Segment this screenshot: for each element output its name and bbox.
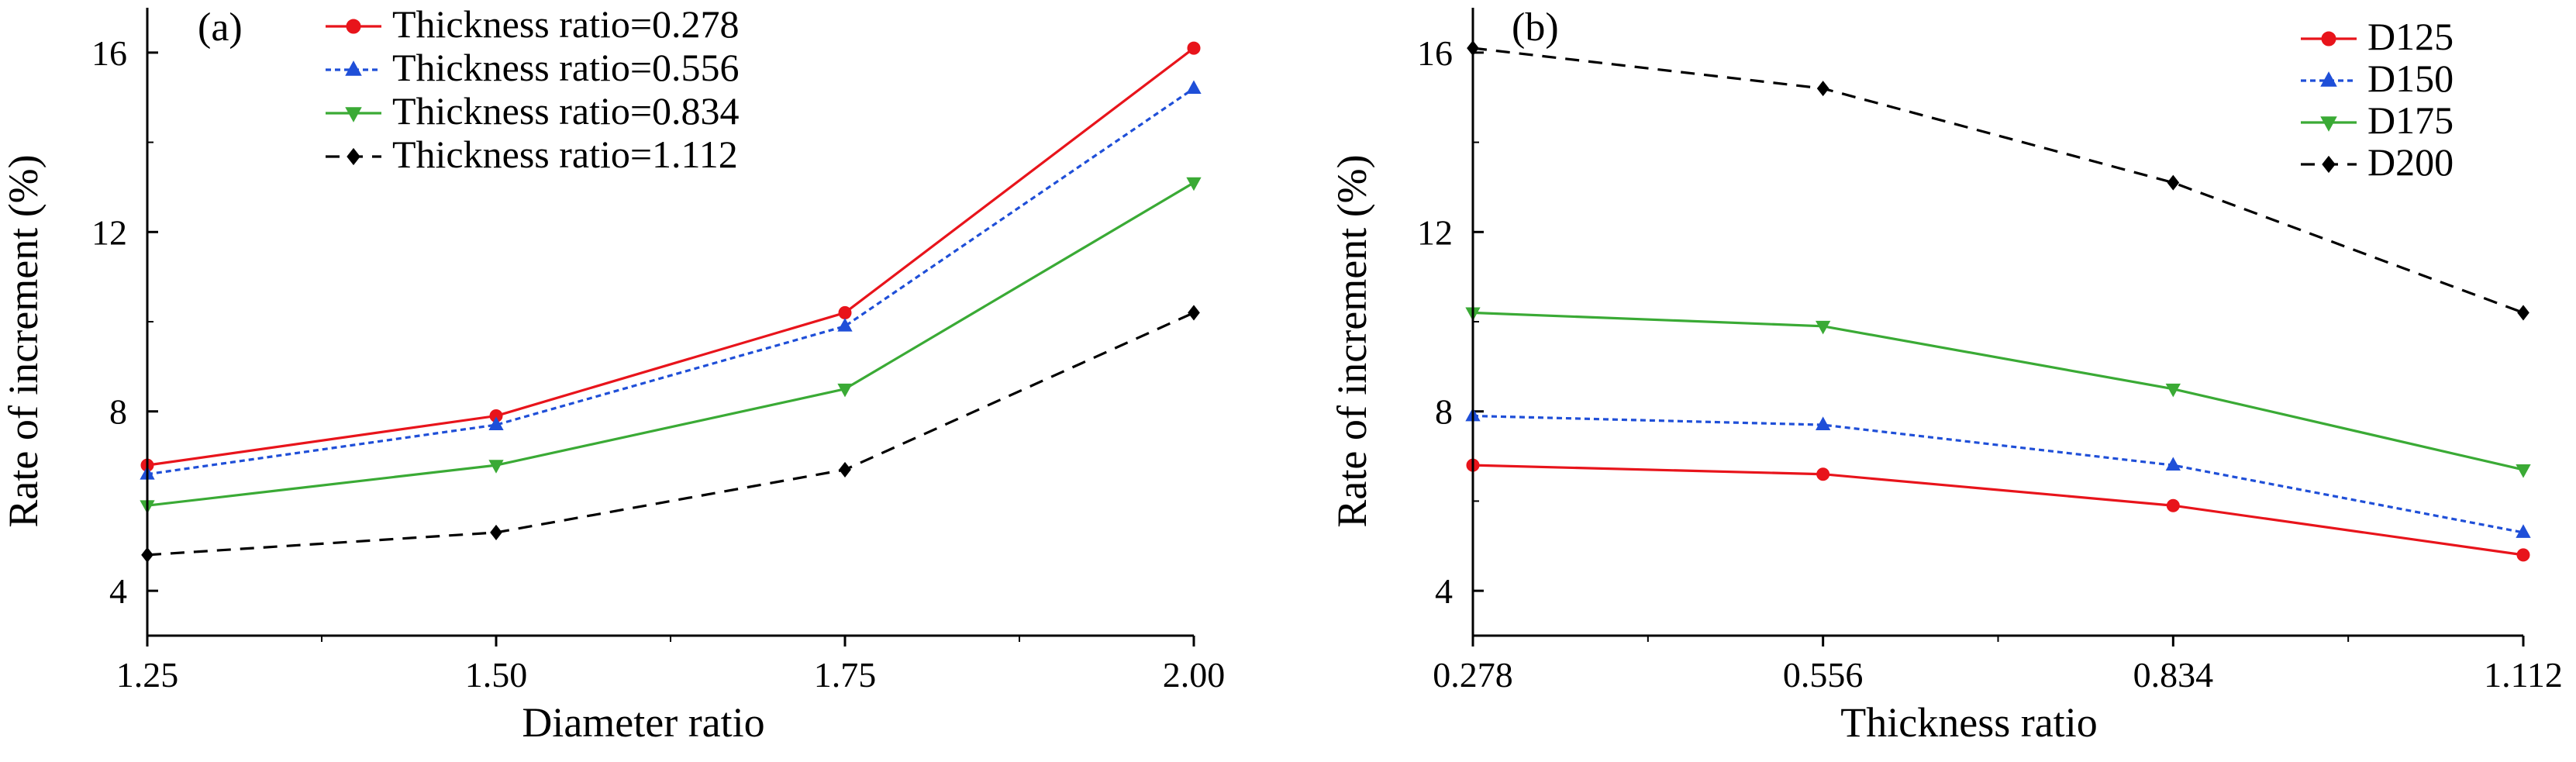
panel-b-legend-marker — [2321, 31, 2336, 47]
panel-b-x-tick-label: 0.834 — [2133, 655, 2214, 695]
panel-b-legend-marker — [2320, 116, 2337, 132]
panel-a-legend-marker — [347, 147, 360, 166]
panel-a-y-tick-label: 16 — [91, 33, 127, 73]
panel-b-x-tick-label: 1.112 — [2484, 655, 2563, 695]
panel-a-data-point — [838, 305, 852, 319]
panel-b-series-line — [1472, 464, 2524, 557]
panel-a-ticks: 4 8 12 16 1.25 1.50 1.75 2.00 — [91, 33, 1225, 695]
panel-a-legend-label: Thickness ratio=0.834 — [392, 89, 740, 133]
panel-a-x-axis-title: Diameter ratio — [522, 699, 764, 746]
panel-a-axes — [146, 8, 1194, 637]
panel-a-data-point — [488, 416, 504, 430]
panel-a-legend-label: Thickness ratio=0.556 — [392, 46, 740, 89]
panel-b-data-point — [1816, 81, 1829, 97]
panel-b-legend-entry: D200 — [2301, 140, 2454, 184]
panel-a-legend-marker — [346, 19, 361, 34]
panel-b-y-axis-title: Rate of increment (%) — [1329, 154, 1375, 527]
panel-a-legend-label: Thickness ratio=0.278 — [392, 2, 740, 46]
panel-b-data-point — [1816, 320, 1831, 335]
panel-b-series-2 — [1465, 407, 2531, 538]
panel-a-series-line — [147, 311, 1195, 557]
panel-b-data-point — [1816, 416, 1831, 430]
panel-a-data-point — [1186, 80, 1202, 95]
panel-b-legend-marker — [2322, 155, 2336, 174]
panel-a-series — [140, 41, 1202, 563]
panel-b-legend-label: D175 — [2367, 98, 2454, 142]
panel-b-series-1 — [1466, 458, 2530, 562]
panel-b-y-tick-label: 8 — [1435, 392, 1453, 432]
panel-a-data-point — [1186, 177, 1202, 191]
panel-b-legend-label: D125 — [2367, 15, 2454, 58]
panel-b-data-point — [2165, 383, 2181, 398]
panel-a: 4 8 12 16 1.25 1.50 1.75 2.00 (a) Diameter rati… — [0, 2, 1225, 746]
panel-b-data-point — [2517, 305, 2529, 321]
panel-b-series-line — [1472, 47, 2524, 314]
panel-a-data-point — [839, 461, 851, 478]
panel-b-data-point — [2516, 548, 2530, 562]
panel-a-data-point — [1187, 41, 1201, 55]
panel-b-y-tick-label: 4 — [1435, 571, 1453, 611]
panel-b-data-point — [2167, 174, 2180, 191]
panel-b-data-point — [2516, 524, 2531, 538]
panel-b-legend-entry: D125 — [2301, 15, 2454, 58]
panel-a-data-point — [490, 524, 502, 540]
panel-a-legend-marker — [345, 107, 362, 122]
panel-a-y-tick-label: 12 — [91, 212, 127, 252]
panel-a-data-point — [488, 460, 504, 474]
panel-a-series-3 — [140, 177, 1202, 514]
panel-a-legend-entry: Thickness ratio=0.278 — [326, 2, 740, 46]
panel-b-series-3 — [1465, 307, 2531, 478]
panel-b-x-tick-label: 0.556 — [1783, 655, 1864, 695]
panel-b-x-axis-title: Thickness ratio — [1840, 699, 2097, 746]
panel-b-y-tick-label: 12 — [1417, 212, 1453, 252]
panel-a-series-line — [147, 181, 1195, 507]
panel-b-legend-label: D200 — [2367, 140, 2454, 184]
panel-a-letter: (a) — [198, 5, 243, 50]
panel-b-legend-entry: D150 — [2301, 57, 2454, 100]
panel-a-series-line — [147, 87, 1195, 476]
panel-a-y-tick-label: 4 — [109, 571, 127, 611]
panel-a-x-tick-label: 1.50 — [465, 655, 528, 695]
panel-b: 4 8 12 16 0.278 0.556 0.834 1.112 (b) Thickness… — [1329, 5, 2563, 746]
panel-a-data-point — [1188, 305, 1200, 321]
panel-b-ticks: 4 8 12 16 0.278 0.556 0.834 1.112 — [1417, 33, 2563, 695]
panel-a-data-point — [837, 383, 853, 398]
panel-b-data-point — [2165, 457, 2181, 471]
panel-b-data-point — [2166, 498, 2180, 512]
panel-a-y-tick-label: 8 — [109, 392, 127, 432]
panel-a-series-line — [147, 47, 1195, 467]
panel-a-data-point — [837, 318, 853, 332]
panel-a-series-4 — [141, 305, 1200, 563]
panel-b-legend-marker — [2320, 71, 2337, 87]
panel-b-legend-label: D150 — [2367, 57, 2454, 100]
panel-b-legend-entry: D175 — [2301, 98, 2454, 142]
panel-a-legend-entry: Thickness ratio=1.112 — [326, 133, 738, 176]
panel-a-legend-entry: Thickness ratio=0.556 — [326, 46, 740, 89]
panel-a-legend-marker — [345, 60, 362, 76]
panel-b-axes — [1471, 8, 2523, 637]
panel-a-legend-entry: Thickness ratio=0.834 — [326, 89, 740, 133]
panel-a-x-tick-label: 1.25 — [116, 655, 179, 695]
panel-a-x-tick-label: 1.75 — [814, 655, 877, 695]
panel-b-series-line — [1472, 311, 2524, 471]
panel-b-x-tick-label: 0.278 — [1433, 655, 1513, 695]
panel-a-legend-label: Thickness ratio=1.112 — [392, 133, 738, 176]
panel-a-y-axis-title: Rate of increment (%) — [0, 154, 47, 527]
panel-a-x-tick-label: 2.00 — [1163, 655, 1226, 695]
panel-b-data-point — [2516, 464, 2531, 478]
panel-b-y-tick-label: 16 — [1417, 33, 1453, 73]
panel-b-letter: (b) — [1512, 5, 1559, 50]
panel-b-data-point — [1816, 467, 1830, 481]
